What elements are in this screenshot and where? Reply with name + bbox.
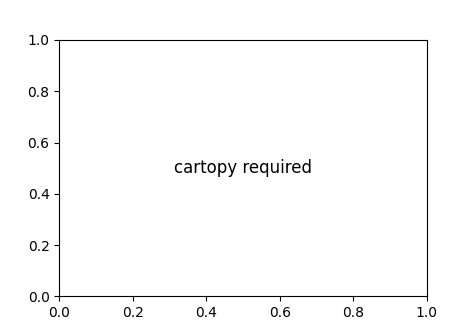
Text: cartopy required: cartopy required — [174, 159, 312, 177]
